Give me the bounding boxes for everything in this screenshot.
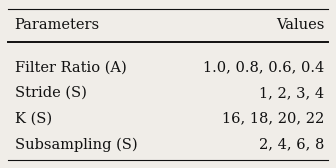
Text: Subsampling (S): Subsampling (S) <box>15 137 137 152</box>
Text: 1, 2, 3, 4: 1, 2, 3, 4 <box>259 86 325 100</box>
Text: 16, 18, 20, 22: 16, 18, 20, 22 <box>222 112 325 126</box>
Text: Stride (S): Stride (S) <box>15 86 87 100</box>
Text: Filter Ratio (A): Filter Ratio (A) <box>15 60 126 74</box>
Text: K (S): K (S) <box>15 112 52 126</box>
Text: Parameters: Parameters <box>15 18 100 32</box>
Text: Values: Values <box>276 18 325 32</box>
Text: 2, 4, 6, 8: 2, 4, 6, 8 <box>259 137 325 151</box>
Text: 1.0, 0.8, 0.6, 0.4: 1.0, 0.8, 0.6, 0.4 <box>203 60 325 74</box>
